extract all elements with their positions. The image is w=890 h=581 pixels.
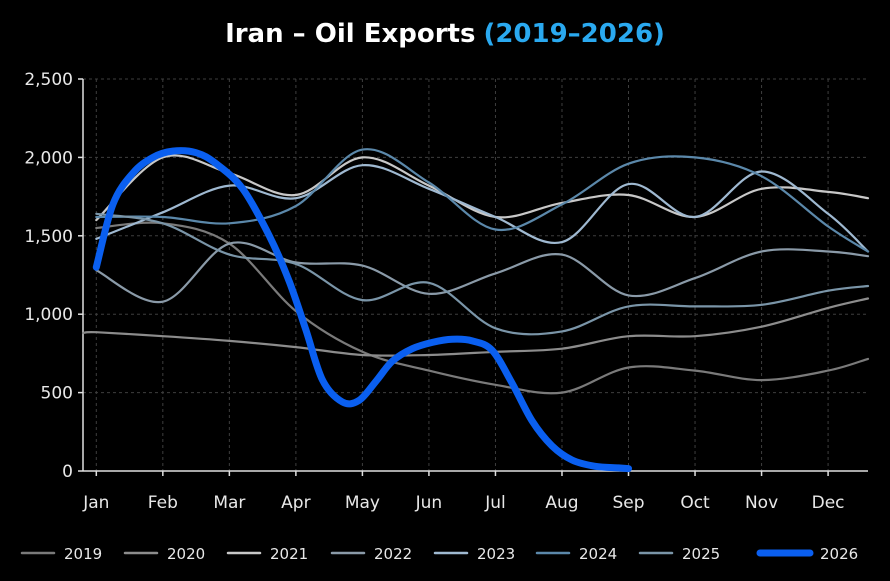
x-tick-label-dec: Dec [812, 493, 845, 513]
grid-lines [83, 78, 868, 471]
series-line-2022 [95, 241, 870, 304]
y-tick-label-1: 500 [41, 384, 73, 404]
chart-title-main: Iran – Oil Exports [225, 19, 475, 49]
series-line-2026 [92, 147, 632, 473]
x-tick-label-may: May [345, 493, 380, 513]
x-tick-label-jan: Jan [82, 493, 109, 513]
x-tick-label-jul: Jul [484, 493, 506, 513]
x-tick-label-oct: Oct [680, 493, 710, 513]
legend-label-2024: 2024 [579, 545, 617, 563]
x-tick-label-jun: Jun [415, 493, 443, 513]
series-line-2025 [95, 212, 870, 336]
x-tick-label-apr: Apr [281, 493, 310, 513]
y-axis-ticks: 0 500 1,000 1,500 2,000 2,500 [24, 70, 83, 482]
legend-label-2026: 2026 [820, 545, 858, 563]
chart-title: Iran – Oil Exports (2019–2026) [225, 19, 665, 49]
x-tick-label-feb: Feb [148, 493, 178, 513]
legend-label-2022: 2022 [374, 545, 412, 563]
x-tick-label-nov: Nov [745, 493, 778, 513]
axes [82, 79, 868, 472]
legend-label-2021: 2021 [270, 545, 308, 563]
legend-label-2023: 2023 [477, 545, 515, 563]
series-line-2024 [95, 148, 870, 253]
series-line-2020 [81, 297, 870, 357]
legend: 2019 2020 2021 2022 2023 2024 2025 2026 [20, 545, 858, 563]
y-tick-label-4: 2,000 [24, 148, 73, 168]
y-tick-label-5: 2,500 [24, 70, 73, 90]
y-tick-label-2: 1,000 [24, 305, 73, 325]
legend-label-2020: 2020 [167, 545, 205, 563]
chart-title-years: (2019–2026) [483, 19, 665, 49]
series-lines [81, 147, 870, 473]
y-tick-label-0: 0 [62, 462, 73, 482]
legend-label-2019: 2019 [64, 545, 102, 563]
x-tick-label-aug: Aug [545, 493, 578, 513]
series-line-2023 [95, 164, 870, 253]
legend-label-2025: 2025 [682, 545, 720, 563]
y-tick-label-3: 1,500 [24, 227, 73, 247]
x-tick-label-mar: Mar [213, 493, 245, 513]
x-tick-label-sep: Sep [612, 493, 644, 513]
x-axis-ticks: Jan Feb Mar Apr May Jun Jul Aug Sep Oct Nov Dec [82, 471, 845, 513]
